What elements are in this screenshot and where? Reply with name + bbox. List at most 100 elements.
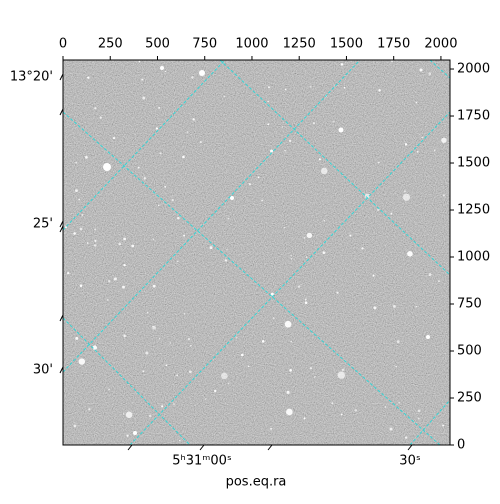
star [158,338,161,340]
star [192,118,195,121]
star [94,244,97,247]
star [284,320,292,328]
star [88,408,91,411]
star [227,383,230,385]
dec-tick [59,366,64,374]
star [389,427,393,431]
star [284,149,286,152]
star [160,66,164,70]
star [428,72,432,76]
star [320,167,328,175]
y-tick-label: 1000 [457,250,490,265]
star [267,100,269,103]
star [155,127,159,130]
star [261,199,264,202]
star [283,226,286,229]
star [188,370,192,374]
y-tick-label: 1500 [457,156,490,171]
star [421,136,424,139]
star [240,353,244,357]
star [133,431,137,435]
star [131,244,135,248]
dec-tick [59,73,64,81]
star [281,126,284,128]
y-tick-label: 2000 [457,62,490,77]
grid-line [429,60,450,79]
y-tick-label: 0 [457,438,465,453]
star [224,259,228,262]
y-tick-label: 250 [457,391,482,406]
star [122,285,125,289]
star [341,368,345,372]
star [270,427,273,430]
star [378,89,381,92]
star [75,161,78,164]
star [392,304,396,308]
ra-tick-label: 5ʰ31ᵐ00ˢ [172,454,232,469]
star [398,401,400,404]
star [290,255,292,257]
x-tick-label: 2000 [424,37,457,52]
star [364,193,370,199]
star [176,260,179,263]
star [123,263,126,267]
star [94,228,97,231]
star [138,60,141,63]
star [442,194,445,197]
x-tick-label: 0 [59,37,67,52]
star [289,369,292,372]
star [78,358,86,365]
frame [62,59,451,446]
x-tick-label: 250 [98,37,123,52]
star [286,408,293,416]
star [112,136,116,140]
x-tick-label: 750 [192,37,217,52]
star [336,291,339,294]
star [199,70,205,76]
star [221,372,228,380]
star [349,234,352,237]
star [426,335,430,339]
star [152,284,156,288]
x-tick-label: 1750 [377,37,410,52]
star [390,212,393,215]
star [214,389,217,393]
star [433,149,436,152]
star [79,227,83,231]
star [441,137,447,143]
star [267,123,270,126]
star [304,301,308,304]
star [306,232,313,239]
star [417,409,421,413]
x-axis-label: pos.eq.ra [226,475,287,490]
star [396,340,400,344]
star [261,340,265,343]
dec-tick-label: 13°20' [10,70,53,85]
star [288,139,292,143]
star [312,122,315,125]
star [113,277,117,281]
star [75,336,79,340]
star [384,406,387,408]
y-tick-label: 1250 [457,203,490,218]
star [158,204,160,207]
star [99,116,102,119]
star [142,96,146,100]
star [204,398,207,400]
star [183,312,186,315]
star [290,340,292,343]
star [209,246,213,250]
star [199,141,202,144]
star [75,189,78,193]
star [284,88,287,91]
ra-tick [127,444,133,451]
star [270,149,274,153]
star [164,185,167,188]
star [305,256,308,259]
star [331,402,334,405]
star [108,280,111,283]
star [390,60,394,63]
star [146,311,149,314]
star [442,424,445,427]
